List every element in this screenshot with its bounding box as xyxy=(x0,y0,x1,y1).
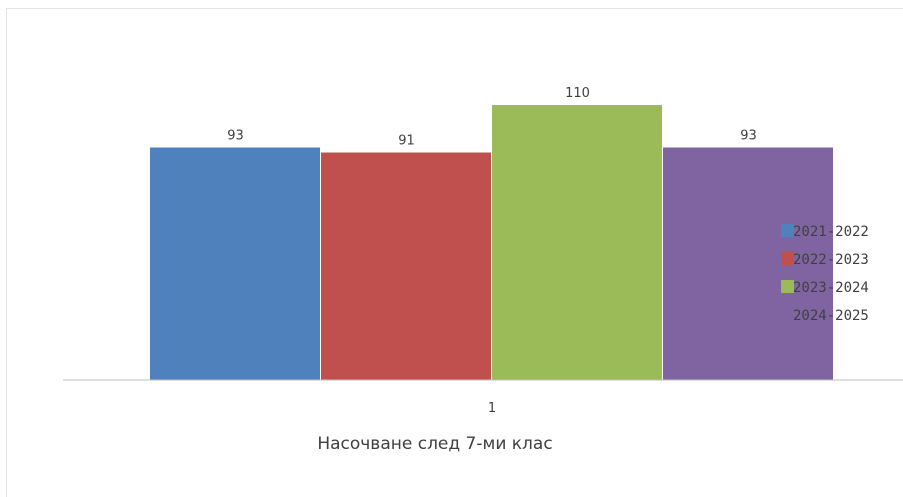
bar-2022-2023 xyxy=(321,152,491,380)
legend-swatch-2023-2024 xyxy=(781,280,794,293)
legend-label-2021-2022: 2021-2022 xyxy=(793,224,869,240)
legend-swatch-2024-2025 xyxy=(781,308,794,321)
chart-frame xyxy=(6,8,903,497)
bar-2021-2022 xyxy=(150,147,320,380)
legend-label-2022-2023: 2022-2023 xyxy=(793,252,869,268)
data-labels-layer: 93 91 110 93 xyxy=(227,86,757,149)
legend: 2021-2022 2022-2023 2023-2024 2024-2025 xyxy=(781,224,869,324)
data-label-2024-2025: 93 xyxy=(740,129,757,144)
legend-label-2023-2024: 2023-2024 xyxy=(793,280,869,296)
data-label-2021-2022: 93 xyxy=(227,129,244,144)
chart-title: Насочване след 7-ми клас xyxy=(317,434,553,454)
data-label-2022-2023: 91 xyxy=(398,134,415,149)
legend-label-2024-2025: 2024-2025 xyxy=(793,308,869,324)
bar-2024-2025 xyxy=(663,147,833,380)
legend-swatch-2021-2022 xyxy=(781,224,794,237)
x-tick-labels: 1 xyxy=(488,401,496,416)
data-label-2023-2024: 110 xyxy=(565,86,590,101)
bar-2023-2024 xyxy=(492,105,662,380)
legend-swatch-2022-2023 xyxy=(781,252,794,265)
x-tick-label: 1 xyxy=(488,401,496,416)
bars-layer xyxy=(150,105,833,380)
